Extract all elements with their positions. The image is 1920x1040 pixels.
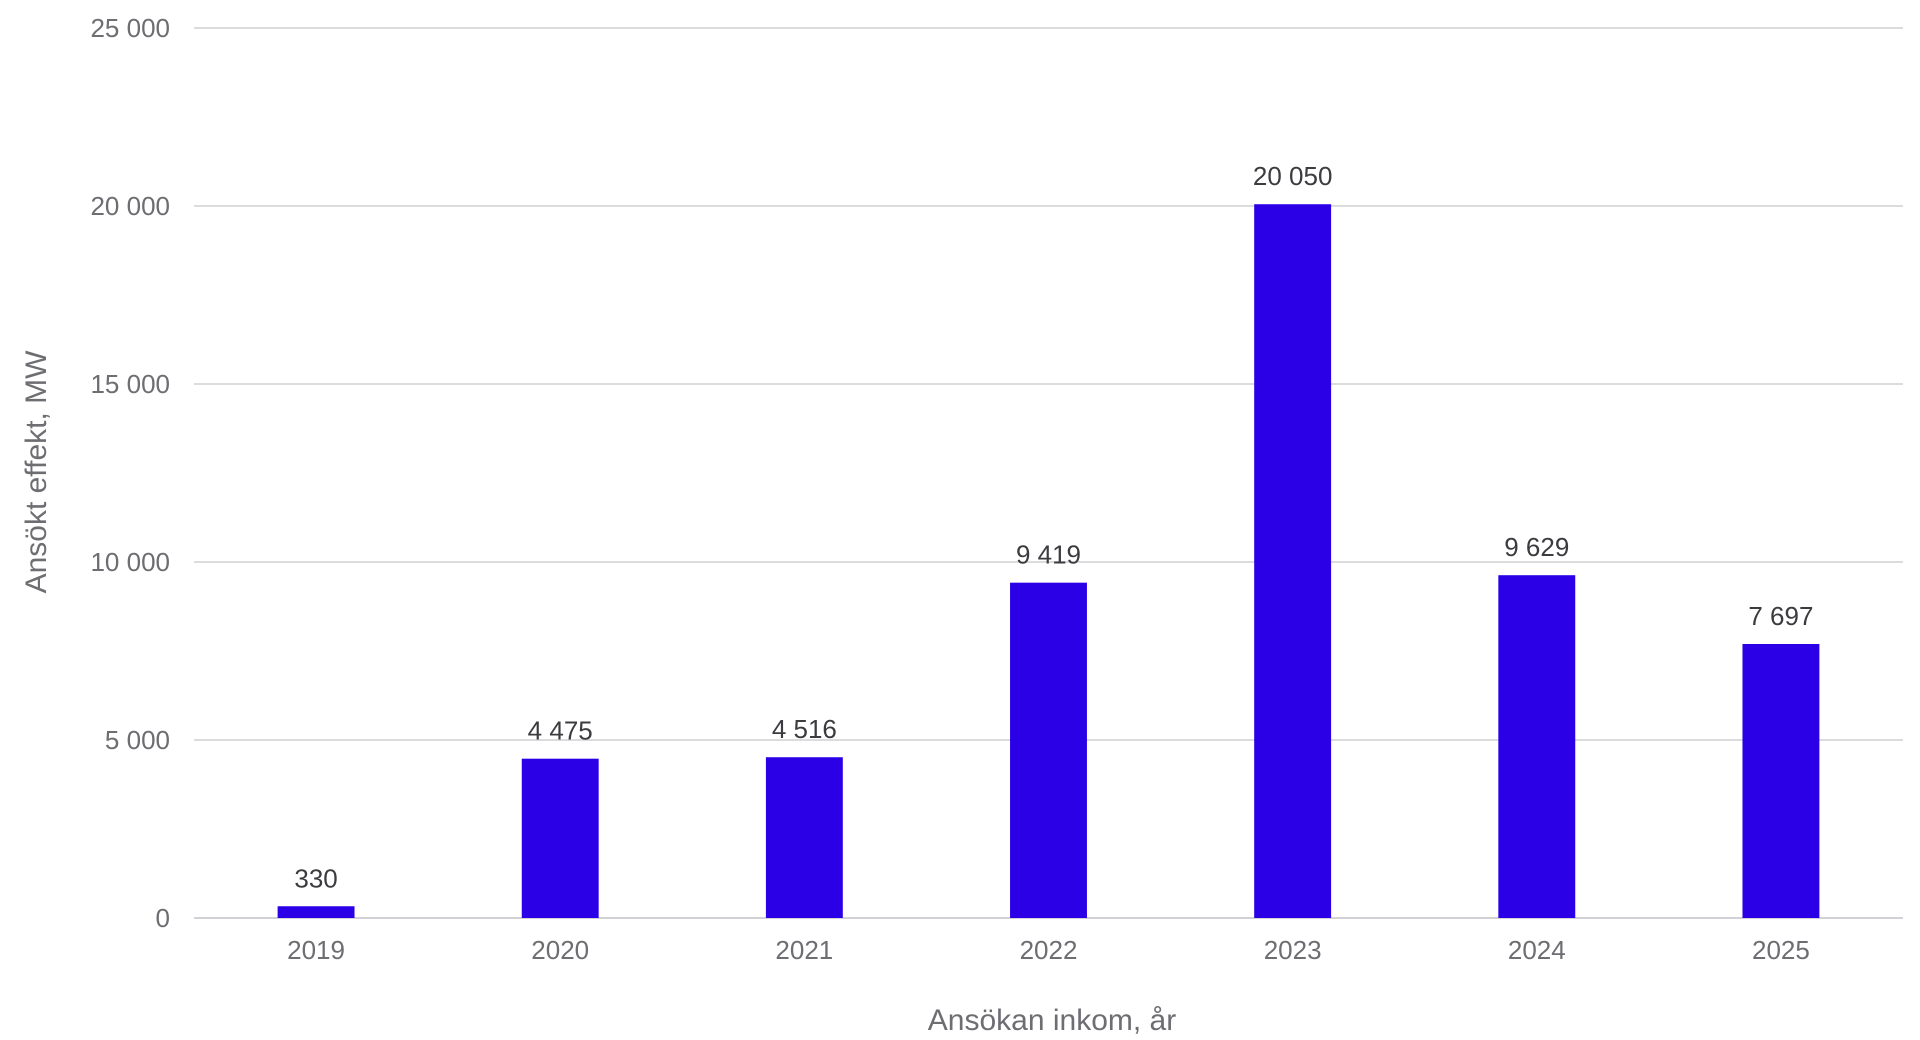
y-tick-label: 15 000 bbox=[90, 369, 170, 399]
bars bbox=[277, 204, 1820, 919]
y-tick-label: 25 000 bbox=[90, 13, 170, 43]
bar-2021 bbox=[765, 757, 843, 918]
data-label: 4 475 bbox=[528, 716, 593, 746]
x-tick-label: 2024 bbox=[1508, 935, 1566, 965]
gridlines bbox=[194, 27, 1903, 919]
bar-2025 bbox=[1742, 643, 1820, 918]
data-label: 7 697 bbox=[1748, 601, 1813, 631]
y-tick-label: 20 000 bbox=[90, 191, 170, 221]
bar-2022 bbox=[1010, 582, 1087, 918]
y-tick-label: 0 bbox=[156, 903, 170, 933]
bar-2024 bbox=[1498, 575, 1576, 918]
bar-2020 bbox=[521, 758, 599, 918]
x-tick-label: 2019 bbox=[287, 935, 345, 965]
bar-2019 bbox=[277, 906, 355, 918]
x-tick-label: 2022 bbox=[1020, 935, 1078, 965]
x-axis-title: Ansökan inkom, år bbox=[928, 1004, 1176, 1037]
y-tick-label: 5 000 bbox=[105, 725, 170, 755]
x-tick-label: 2025 bbox=[1752, 935, 1810, 965]
bar-2023 bbox=[1254, 204, 1332, 919]
y-axis-title: Ansökt effekt, MW bbox=[20, 350, 53, 594]
data-label: 330 bbox=[294, 863, 337, 893]
x-tick-label: 2023 bbox=[1264, 935, 1322, 965]
data-label: 4 516 bbox=[772, 714, 837, 744]
x-tick-label: 2020 bbox=[531, 935, 589, 965]
data-label: 9 629 bbox=[1504, 532, 1569, 562]
x-tick-label: 2021 bbox=[775, 935, 833, 965]
y-tick-label: 10 000 bbox=[90, 547, 170, 577]
data-labels: 330 4 475 4 516 9 419 20 050 9 629 7 697 bbox=[294, 161, 1813, 893]
y-axis-ticks: 0 5 000 10 000 15 000 20 000 25 000 bbox=[90, 13, 170, 933]
x-axis-ticks: 2019 2020 2021 2022 2023 2024 2025 bbox=[287, 935, 1810, 965]
data-label: 20 050 bbox=[1253, 161, 1333, 191]
data-label: 9 419 bbox=[1016, 540, 1081, 570]
